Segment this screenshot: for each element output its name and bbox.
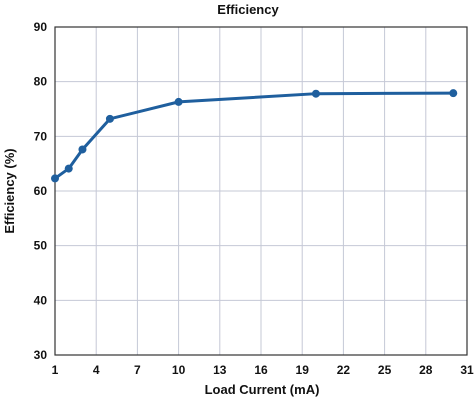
data-point xyxy=(105,114,114,123)
x-tick-label: 19 xyxy=(296,363,310,377)
x-tick-label: 31 xyxy=(460,363,474,377)
data-point xyxy=(64,164,73,173)
x-tick-label: 13 xyxy=(213,363,227,377)
x-axis-label: Load Current (mA) xyxy=(205,382,320,397)
x-tick-label: 4 xyxy=(93,363,100,377)
series-layer xyxy=(51,89,458,183)
data-point xyxy=(51,174,59,183)
x-tick-label: 16 xyxy=(254,363,268,377)
y-tick-label: 50 xyxy=(34,239,48,253)
x-tick-label: 1 xyxy=(52,363,59,377)
series-line xyxy=(53,91,455,180)
x-tick-label: 22 xyxy=(337,363,351,377)
y-axis-label: Efficiency (%) xyxy=(2,148,17,233)
x-tick-label: 7 xyxy=(134,363,141,377)
grid xyxy=(54,26,468,356)
data-point xyxy=(174,97,183,106)
axis-ticks: 1 4 7 10 13 16 19 22 25 28 31 30 40 50 60 70 80 90 xyxy=(34,20,474,377)
y-tick-label: 40 xyxy=(34,293,48,307)
y-tick-label: 30 xyxy=(34,348,48,362)
plot-area-frame xyxy=(54,26,468,356)
chart-title: Efficiency xyxy=(217,2,279,17)
y-tick-label: 80 xyxy=(34,75,48,89)
x-tick-label: 25 xyxy=(378,363,392,377)
data-point xyxy=(78,145,87,154)
data-point xyxy=(449,89,458,98)
x-tick-label: 28 xyxy=(419,363,433,377)
data-point xyxy=(311,89,320,98)
y-tick-label: 60 xyxy=(34,184,48,198)
y-tick-label: 90 xyxy=(34,20,48,34)
y-tick-label: 70 xyxy=(34,129,48,143)
x-tick-label: 10 xyxy=(172,363,186,377)
